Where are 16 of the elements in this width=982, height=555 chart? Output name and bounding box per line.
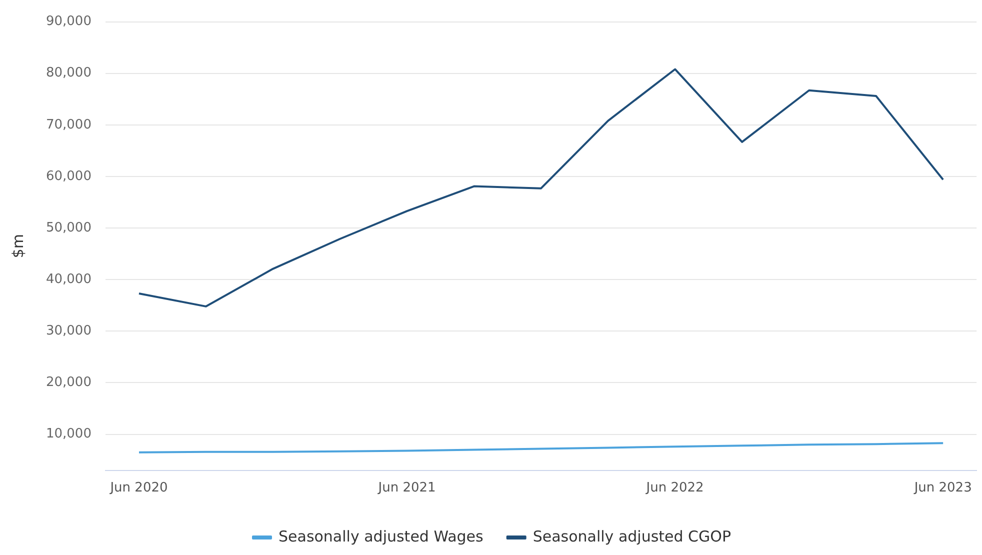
y-tick-label: 10,000 xyxy=(46,426,92,442)
y-tick-label: 20,000 xyxy=(46,375,92,390)
y-tick-label: 40,000 xyxy=(46,272,92,287)
x-tick-label: Jun 2020 xyxy=(109,480,168,496)
legend-label: Seasonally adjusted CGOP xyxy=(532,527,732,546)
legend-label: Seasonally adjusted Wages xyxy=(278,527,484,546)
y-tick-label: 80,000 xyxy=(46,66,92,81)
x-tick-label: Jun 2023 xyxy=(913,480,972,496)
x-tick-label: Jun 2022 xyxy=(645,480,704,496)
y-tick-label: 70,000 xyxy=(46,117,92,132)
x-tick-label: Jun 2021 xyxy=(377,480,436,496)
y-tick-label: 50,000 xyxy=(46,220,92,236)
y-tick-label: 30,000 xyxy=(46,324,92,339)
y-tick-label: 60,000 xyxy=(46,168,92,184)
y-tick-label: 90,000 xyxy=(46,14,92,30)
y-axis-title: $m xyxy=(8,234,27,258)
